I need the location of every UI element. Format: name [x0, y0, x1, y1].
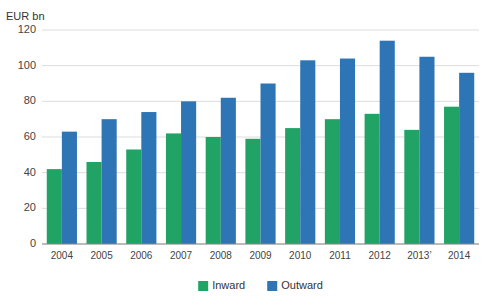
grid-line: [42, 30, 479, 31]
x-tick-label: 2012: [369, 250, 392, 261]
x-tick-label: 2011: [329, 250, 351, 261]
legend-swatch: [267, 281, 277, 291]
bar: [444, 107, 459, 244]
y-tick-label: 80: [24, 94, 36, 106]
bar: [404, 130, 419, 244]
bar: [300, 60, 315, 244]
y-axis-label: EUR bn: [6, 10, 45, 22]
x-tick-label: 2009: [249, 250, 272, 261]
bar: [126, 149, 141, 244]
y-tick-label: 20: [24, 201, 36, 213]
bar: [245, 139, 260, 244]
bar: [221, 98, 236, 244]
bars: [47, 41, 474, 244]
bar: [380, 41, 395, 244]
bar: [86, 162, 101, 244]
bar: [261, 84, 276, 245]
y-tick-label: 40: [24, 166, 36, 178]
bar: [47, 169, 62, 244]
bar: [340, 59, 355, 244]
y-tick-label: 100: [18, 59, 36, 71]
bar: [102, 119, 117, 244]
x-tick-label: 2008: [210, 250, 233, 261]
bar: [62, 132, 77, 244]
bar: [181, 101, 196, 244]
x-tick-label: 2007: [170, 250, 193, 261]
bar: [166, 133, 181, 244]
x-tick-label: 2013’: [407, 250, 431, 261]
grid-line: [42, 65, 479, 66]
x-tick-label: 2006: [130, 250, 153, 261]
x-tick-label: 2010: [289, 250, 312, 261]
bar: [419, 57, 434, 244]
chart: 0 20 40 60 80 100 120EUR bn 2004 2005 2006 2007 200…: [0, 0, 491, 300]
legend: Inward Outward: [198, 279, 323, 291]
y-tick-label: 120: [18, 23, 36, 35]
legend-swatch: [198, 281, 208, 291]
x-tick-label: 2014: [448, 250, 471, 261]
y-tick-label: 0: [30, 237, 36, 249]
legend-label: Outward: [281, 279, 323, 291]
bar: [325, 119, 340, 244]
bar: [285, 128, 300, 244]
x-axis-line: [42, 244, 479, 245]
legend-label: Inward: [212, 279, 245, 291]
bar: [459, 73, 474, 244]
bar: [141, 112, 156, 244]
bar: [365, 114, 380, 244]
x-tick-label: 2004: [51, 250, 74, 261]
grid-line: [42, 244, 479, 245]
x-tick-label: 2005: [90, 250, 113, 261]
y-tick-label: 60: [24, 130, 36, 142]
bar: [206, 137, 221, 244]
